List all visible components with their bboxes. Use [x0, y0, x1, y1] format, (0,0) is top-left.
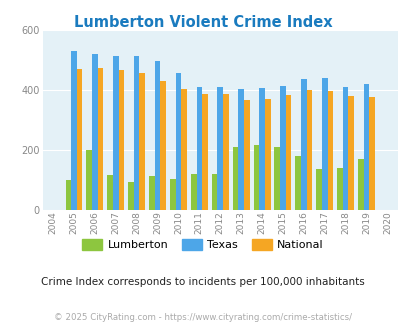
Bar — [295, 156, 300, 210]
Legend: Lumberton, Texas, National: Lumberton, Texas, National — [78, 235, 327, 255]
Text: © 2025 CityRating.com - https://www.cityrating.com/crime-statistics/: © 2025 CityRating.com - https://www.city… — [54, 313, 351, 322]
Bar — [222, 93, 228, 210]
Bar — [160, 81, 166, 210]
Bar — [217, 87, 222, 210]
Bar — [196, 87, 202, 210]
Bar — [139, 73, 145, 210]
Bar — [113, 56, 118, 210]
Bar — [369, 97, 374, 210]
Bar — [175, 73, 181, 210]
Bar — [118, 70, 124, 210]
Bar — [98, 68, 103, 210]
Bar — [347, 96, 353, 210]
Bar — [190, 174, 196, 210]
Bar — [154, 61, 160, 210]
Bar — [211, 174, 217, 210]
Bar — [202, 93, 207, 210]
Bar — [315, 169, 321, 210]
Bar — [238, 89, 243, 210]
Text: Crime Index corresponds to incidents per 100,000 inhabitants: Crime Index corresponds to incidents per… — [41, 277, 364, 287]
Bar — [285, 95, 291, 210]
Bar — [71, 51, 77, 210]
Bar — [300, 79, 306, 210]
Bar — [258, 88, 264, 210]
Bar — [181, 89, 186, 210]
Bar — [128, 182, 134, 210]
Bar — [357, 159, 363, 210]
Bar — [86, 150, 92, 210]
Bar — [327, 91, 333, 210]
Bar — [279, 86, 285, 210]
Bar — [243, 100, 249, 210]
Text: Lumberton Violent Crime Index: Lumberton Violent Crime Index — [73, 15, 332, 30]
Bar — [321, 78, 327, 210]
Bar — [232, 147, 238, 210]
Bar — [336, 169, 342, 210]
Bar — [363, 83, 369, 210]
Bar — [149, 176, 154, 210]
Bar — [170, 179, 175, 210]
Bar — [65, 180, 71, 210]
Bar — [342, 87, 347, 210]
Bar — [134, 56, 139, 210]
Bar — [306, 90, 311, 210]
Bar — [92, 54, 98, 210]
Bar — [77, 69, 82, 210]
Bar — [274, 147, 279, 210]
Bar — [264, 99, 270, 210]
Bar — [107, 175, 113, 210]
Bar — [253, 145, 258, 210]
